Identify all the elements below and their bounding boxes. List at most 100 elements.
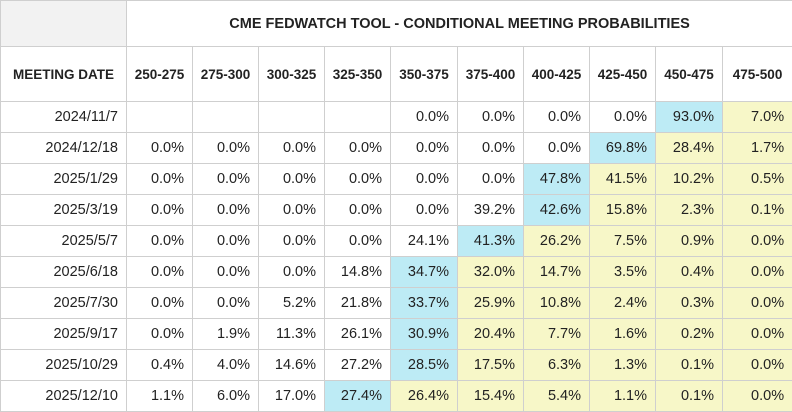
probability-cell: 15.8% <box>590 195 656 226</box>
probability-cell: 0.0% <box>127 226 193 257</box>
probability-cell: 0.0% <box>127 257 193 288</box>
probability-cell: 0.0% <box>127 319 193 350</box>
meeting-date-cell: 2025/5/7 <box>1 226 127 257</box>
probability-cell <box>325 102 391 133</box>
meeting-date-cell: 2025/10/29 <box>1 350 127 381</box>
probability-cell: 34.7% <box>391 257 458 288</box>
probability-cell: 0.4% <box>127 350 193 381</box>
probability-cell: 0.0% <box>723 381 792 412</box>
probability-cell: 0.0% <box>458 102 524 133</box>
probability-cell <box>259 102 325 133</box>
probability-cell: 0.3% <box>656 288 723 319</box>
probability-cell <box>127 102 193 133</box>
probability-cell: 41.5% <box>590 164 656 195</box>
probability-cell: 0.0% <box>193 195 259 226</box>
probability-cell: 42.6% <box>524 195 590 226</box>
probability-cell: 0.0% <box>391 133 458 164</box>
probability-cell: 0.0% <box>391 102 458 133</box>
probability-cell: 10.2% <box>656 164 723 195</box>
probability-cell: 0.0% <box>325 195 391 226</box>
probability-cell: 0.0% <box>325 164 391 195</box>
probability-cell: 5.2% <box>259 288 325 319</box>
probability-cell: 0.0% <box>723 226 792 257</box>
probability-cell: 0.5% <box>723 164 792 195</box>
probability-cell: 6.0% <box>193 381 259 412</box>
column-header: 300-325 <box>259 47 325 102</box>
probability-cell: 0.0% <box>259 195 325 226</box>
probability-cell: 0.0% <box>127 195 193 226</box>
probability-cell <box>193 102 259 133</box>
probability-cell: 28.4% <box>656 133 723 164</box>
probability-cell: 32.0% <box>458 257 524 288</box>
probability-cell: 0.1% <box>723 195 792 226</box>
probability-cell: 25.9% <box>458 288 524 319</box>
probability-cell: 20.4% <box>458 319 524 350</box>
probability-cell: 0.0% <box>127 133 193 164</box>
column-header: 425-450 <box>590 47 656 102</box>
probability-cell: 0.0% <box>259 226 325 257</box>
probability-cell: 2.4% <box>590 288 656 319</box>
probability-cell: 5.4% <box>524 381 590 412</box>
probability-cell: 0.2% <box>656 319 723 350</box>
probability-cell: 14.8% <box>325 257 391 288</box>
probability-cell: 26.2% <box>524 226 590 257</box>
probability-cell: 7.0% <box>723 102 792 133</box>
probability-cell: 0.0% <box>723 319 792 350</box>
column-header: 475-500 <box>723 47 792 102</box>
meeting-date-header: MEETING DATE <box>1 47 127 102</box>
probability-cell: 10.8% <box>524 288 590 319</box>
meeting-date-cell: 2025/12/10 <box>1 381 127 412</box>
probability-cell: 33.7% <box>391 288 458 319</box>
meeting-date-cell: 2024/12/18 <box>1 133 127 164</box>
probability-cell: 0.0% <box>723 257 792 288</box>
column-header: 400-425 <box>524 47 590 102</box>
probability-cell: 0.0% <box>723 350 792 381</box>
probability-cell: 27.2% <box>325 350 391 381</box>
probability-cell: 0.0% <box>325 226 391 257</box>
probability-cell: 0.0% <box>259 164 325 195</box>
probability-cell: 26.1% <box>325 319 391 350</box>
probability-cell: 4.0% <box>193 350 259 381</box>
probability-cell: 0.9% <box>656 226 723 257</box>
probability-cell: 0.1% <box>656 381 723 412</box>
probability-cell: 69.8% <box>590 133 656 164</box>
probability-cell: 21.8% <box>325 288 391 319</box>
column-header: 325-350 <box>325 47 391 102</box>
probability-cell: 0.0% <box>259 257 325 288</box>
table-title: CME FEDWATCH TOOL - CONDITIONAL MEETING … <box>127 1 792 47</box>
probability-cell: 1.6% <box>590 319 656 350</box>
probability-cell: 0.0% <box>193 226 259 257</box>
probability-cell: 7.5% <box>590 226 656 257</box>
probability-cell: 2.3% <box>656 195 723 226</box>
probability-cell: 3.5% <box>590 257 656 288</box>
probability-cell: 7.7% <box>524 319 590 350</box>
probability-cell: 24.1% <box>391 226 458 257</box>
probability-cell: 1.1% <box>127 381 193 412</box>
probability-cell: 0.0% <box>193 288 259 319</box>
column-header: 250-275 <box>127 47 193 102</box>
column-header: 275-300 <box>193 47 259 102</box>
probability-cell: 1.9% <box>193 319 259 350</box>
probability-cell: 0.0% <box>193 257 259 288</box>
meeting-date-cell: 2025/7/30 <box>1 288 127 319</box>
probability-cell: 0.0% <box>458 164 524 195</box>
probability-cell: 39.2% <box>458 195 524 226</box>
probability-cell: 28.5% <box>391 350 458 381</box>
probability-cell: 0.0% <box>259 133 325 164</box>
probability-cell: 11.3% <box>259 319 325 350</box>
meeting-date-cell: 2025/1/29 <box>1 164 127 195</box>
probability-cell: 0.0% <box>325 133 391 164</box>
meeting-date-cell: 2025/3/19 <box>1 195 127 226</box>
probability-cell: 0.0% <box>127 288 193 319</box>
probability-cell: 0.0% <box>458 133 524 164</box>
probability-cell: 41.3% <box>458 226 524 257</box>
